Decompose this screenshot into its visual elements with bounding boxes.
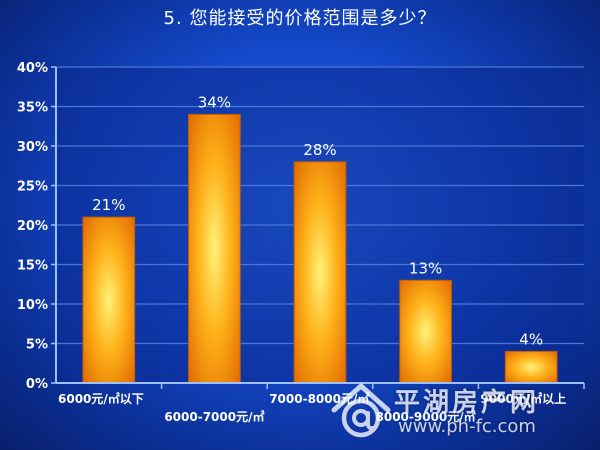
bar: [399, 279, 452, 384]
bars: [82, 113, 558, 384]
y-tick-label: 35%: [17, 101, 48, 116]
data-labels: 21% 34% 28% 13% 4%: [92, 93, 543, 348]
bar: [82, 216, 136, 384]
watermark: 平湖房产网 www.ph-fc.com: [328, 380, 588, 444]
y-tick-label: 10%: [17, 298, 48, 313]
bar: [504, 350, 558, 384]
y-tick-label: 15%: [17, 259, 48, 274]
at-sign-house-icon: [331, 383, 391, 438]
x-category-label: 8000-9000元/㎡: [376, 409, 476, 424]
bar-data-label: 4%: [519, 330, 543, 348]
y-tick-label: 25%: [17, 180, 48, 195]
watermark-url: www.ph-fc.com: [398, 416, 536, 437]
y-tick-label: 5%: [26, 338, 48, 353]
y-tick-label: 40%: [17, 61, 48, 76]
bar: [188, 113, 241, 384]
slide-title: 5. 您能接受的价格范围是多少？: [163, 8, 437, 29]
bar-data-label: 34%: [198, 93, 231, 111]
y-tick-label: 0%: [26, 377, 48, 392]
y-tick-label: 30%: [17, 140, 48, 155]
y-tick-label: 20%: [17, 219, 48, 234]
x-category-label: 6000元/㎡以下: [58, 391, 144, 406]
bar-data-label: 13%: [409, 259, 442, 277]
x-category-label: 9000元/㎡以上: [480, 391, 566, 406]
y-axis-ticks: 0% 5% 10% 15% 20% 25% 30% 35% 40%: [17, 61, 56, 392]
watermark-site-name: 平湖房产网: [394, 388, 540, 418]
bar: [293, 161, 347, 384]
bar-data-label: 21%: [92, 196, 125, 214]
bar-data-label: 28%: [303, 141, 336, 159]
x-category-label: 6000-7000元/㎡: [164, 409, 264, 424]
